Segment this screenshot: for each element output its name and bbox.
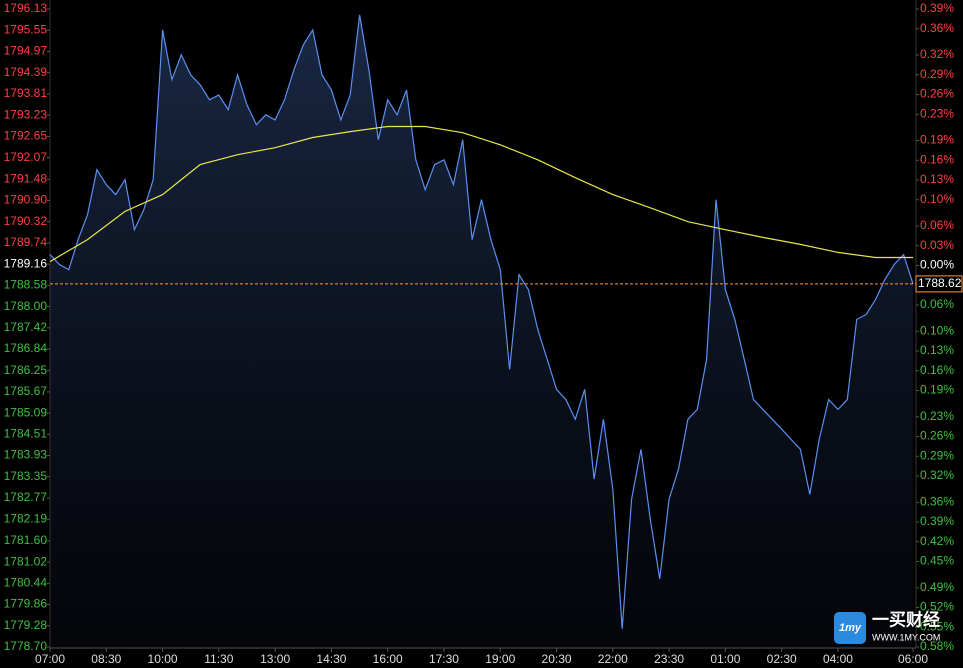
y2-tick-label: 0.10%	[920, 192, 954, 206]
y-tick-label: 1782.77	[4, 490, 48, 504]
x-tick-label: 23:30	[654, 652, 684, 666]
y2-tick-label: 0.26%	[920, 87, 954, 101]
y-tick-label: 1790.90	[4, 193, 48, 207]
y2-tick-label: 0.36%	[920, 21, 954, 35]
y2-tick-label: 0.13%	[920, 172, 954, 186]
y2-tick-label: 0.39%	[920, 1, 954, 15]
y2-tick-label: 0.49%	[920, 580, 954, 594]
logo-name: 一买财经	[872, 609, 940, 629]
y2-tick-label: 0.19%	[920, 383, 954, 397]
y-tick-label: 1781.60	[4, 533, 48, 547]
watermark: 1my 一买财经 WWW.1MY.COM	[834, 609, 940, 644]
y2-tick-label: 0.29%	[920, 448, 954, 462]
y2-tick-label: 0.06%	[920, 297, 954, 311]
y2-tick-label: 0.06%	[920, 218, 954, 232]
y-tick-label: 1790.32	[4, 214, 48, 228]
area	[50, 14, 913, 647]
x-tick-label: 04:00	[823, 652, 853, 666]
y-tick-label: 1787.42	[4, 320, 48, 334]
x-tick-label: 08:30	[91, 652, 121, 666]
y2-tick-label: 0.36%	[920, 494, 954, 508]
y2-tick-label: 0.19%	[920, 133, 954, 147]
y2-tick-label: 0.45%	[920, 554, 954, 568]
y2-tick-label: 0.32%	[920, 47, 954, 61]
y2-tick-label: 0.10%	[920, 323, 954, 337]
line	[49, 125, 913, 263]
y-tick-label: 1791.48	[4, 171, 48, 185]
x-tick-label: 10:00	[148, 652, 178, 666]
y-tick-label: 1789.74	[4, 235, 48, 249]
y-tick-label: 1784.51	[4, 427, 48, 441]
y2-tick-label: 0.58%	[920, 639, 954, 653]
y-tick-label: 1792.07	[4, 150, 48, 164]
y-tick-label: 1794.97	[4, 44, 48, 58]
y-tick-label: 1785.09	[4, 405, 48, 419]
y2-tick-label: 0.23%	[920, 106, 954, 120]
x-tick-label: 22:00	[598, 652, 628, 666]
y2-tick-label: 0.16%	[920, 363, 954, 377]
y2-tick-label: 0.39%	[920, 514, 954, 528]
y-tick-label: 1793.23	[4, 107, 48, 121]
y-tick-label: 1795.55	[4, 22, 48, 36]
x-tick-label: 14:30	[316, 652, 346, 666]
y2-tick-label: 0.29%	[920, 67, 954, 81]
x-tick-label: 07:00	[35, 652, 65, 666]
y-tick-label: 1782.19	[4, 511, 48, 525]
x-tick-label: 11:30	[204, 652, 233, 666]
last-price-label: 1788.62	[918, 276, 962, 290]
y2-tick-label: 0.55%	[920, 619, 954, 633]
x-tick-label: 06:00	[898, 652, 928, 666]
x-tick-label: 19:00	[485, 652, 515, 666]
y-tick-label: 1783.35	[4, 469, 48, 483]
y-tick-label: 1786.25	[4, 363, 48, 377]
y-tick-label: 1788.00	[4, 299, 48, 313]
x-tick-label: 16:00	[373, 652, 403, 666]
y-tick-label: 1781.02	[4, 554, 48, 568]
y-tick-label: 1792.65	[4, 129, 48, 143]
y-tick-label: 1785.67	[4, 384, 48, 398]
y-tick-label: 1780.44	[4, 575, 48, 589]
logo-icon	[834, 612, 866, 644]
x-tick-label: 17:30	[429, 652, 459, 666]
y-tick-label: 1794.39	[4, 65, 48, 79]
y-tick-label: 1796.13	[4, 1, 48, 15]
logo-url: WWW.1MY.COM	[872, 632, 940, 642]
y-tick-label: 1779.28	[4, 618, 48, 632]
y2-tick-label: 0.52%	[920, 600, 954, 614]
y-tick-label: 1788.58	[4, 278, 48, 292]
logo-icon-text: 1my	[839, 622, 862, 634]
y2-tick-label: 0.26%	[920, 429, 954, 443]
x-tick-label: 13:00	[260, 652, 290, 666]
y-tick-label: 1786.84	[4, 341, 48, 355]
x-tick-label: 01:00	[710, 652, 740, 666]
y-tick-label: 1778.70	[4, 639, 48, 653]
y2-tick-label: 0.13%	[920, 343, 954, 357]
y-tick-label: 1793.81	[4, 86, 48, 100]
y-tick-label: 1783.93	[4, 448, 48, 462]
y-tick-label: 1789.16	[4, 256, 48, 270]
y2-tick-label: 0.42%	[920, 534, 954, 548]
y2-tick-label: 0.32%	[920, 468, 954, 482]
y2-tick-label: 0.16%	[920, 152, 954, 166]
x-tick-label: 02:30	[767, 652, 797, 666]
y2-tick-label: 0.03%	[920, 238, 954, 252]
last-price-box	[915, 275, 963, 293]
y2-tick-label: 0.23%	[920, 409, 954, 423]
y-tick-label: 1779.86	[4, 597, 48, 611]
x-tick-label: 20:30	[542, 652, 572, 666]
y2-tick-label: 0.00%	[920, 258, 954, 272]
line	[49, 14, 914, 629]
